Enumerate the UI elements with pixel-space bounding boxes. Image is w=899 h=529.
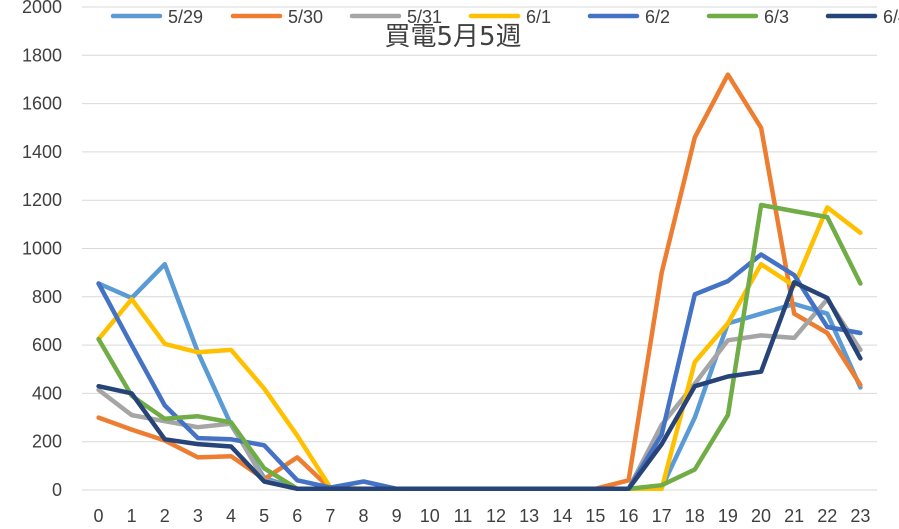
x-tick-label: 2 [160,506,170,526]
legend-item[interactable]: 6/1 [468,7,551,27]
legend-label: 5/30 [288,7,323,27]
legend-label: 5/29 [168,7,203,27]
x-tick-label: 6 [292,506,302,526]
y-tick-label: 0 [52,480,62,500]
x-axis-ticks: 0 1 2 3 4 5 6 7 8 9 10 11 12 13 14 15 16 17 18 19 20 21 22 23 [94,506,871,526]
x-tick-label: 11 [454,506,473,526]
x-tick-label: 14 [552,506,572,526]
x-tick-label: 20 [751,506,771,526]
y-tick-label: 600 [32,335,62,355]
legend[interactable]: 5/29 5/30 5/31 6/1 6/2 6/3 6/4 [110,7,899,27]
x-tick-label: 19 [718,506,738,526]
y-tick-label: 800 [32,287,62,307]
y-tick-label: 1600 [22,94,62,114]
x-tick-label: 21 [784,506,804,526]
x-tick-label: 10 [420,506,440,526]
x-tick-label: 7 [325,506,335,526]
x-tick-label: 16 [619,506,639,526]
x-tick-label: 13 [519,506,539,526]
x-tick-label: 5 [259,506,269,526]
y-tick-label: 2000 [22,0,62,17]
legend-item[interactable]: 6/2 [587,7,670,27]
chart-title: 買電5月5週 [384,22,521,52]
x-tick-label: 18 [685,506,705,526]
legend-item[interactable]: 5/31 [349,7,442,27]
y-tick-label: 200 [32,432,62,452]
x-tick-label: 4 [226,506,236,526]
x-tick-label: 23 [850,506,870,526]
y-tick-label: 1800 [22,45,62,65]
x-tick-label: 0 [94,506,104,526]
series-lines [96,72,863,492]
legend-item[interactable]: 6/4 [825,7,899,27]
x-tick-label: 15 [585,506,605,526]
legend-item[interactable]: 5/30 [230,7,323,27]
y-tick-label: 1000 [22,239,62,259]
x-tick-label: 12 [486,506,506,526]
x-tick-label: 3 [193,506,203,526]
legend-label: 6/1 [526,7,551,27]
x-tick-label: 22 [817,506,837,526]
y-tick-label: 1400 [22,142,62,162]
legend-label: 6/3 [764,7,789,27]
legend-label: 6/2 [645,7,670,27]
x-tick-label: 1 [127,506,137,526]
legend-label: 5/31 [407,7,442,27]
series-line-7 [96,280,863,492]
legend-item[interactable]: 5/29 [110,7,203,27]
x-tick-label: 9 [392,506,402,526]
x-tick-label: 8 [359,506,369,526]
y-axis-ticks: 0 200 400 600 800 1000 1200 1400 1600 1800 2000 [22,0,62,500]
legend-item[interactable]: 6/3 [706,7,789,27]
legend-label: 6/4 [883,7,899,27]
y-tick-label: 1200 [22,190,62,210]
y-tick-label: 400 [32,383,62,403]
x-tick-label: 17 [652,506,672,526]
